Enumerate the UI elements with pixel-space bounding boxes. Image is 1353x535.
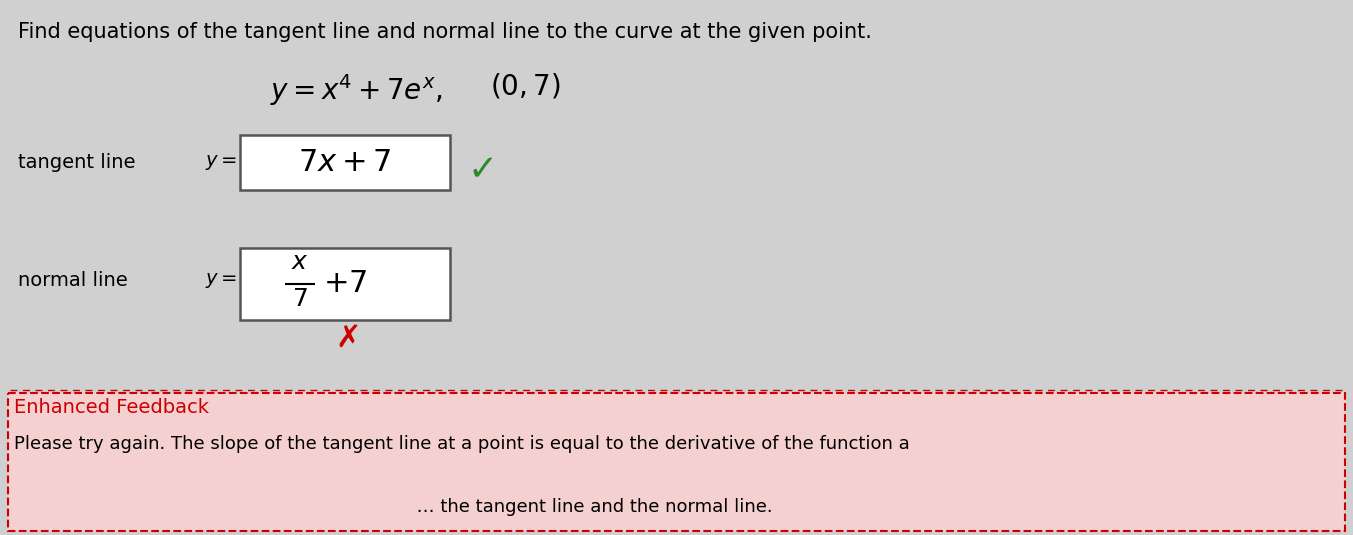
FancyBboxPatch shape <box>239 135 451 190</box>
Text: $(0, 7)$: $(0, 7)$ <box>490 72 560 101</box>
Text: $y = x^4 + 7e^x,$: $y = x^4 + 7e^x,$ <box>271 72 442 108</box>
Text: $+7$: $+7$ <box>323 269 367 300</box>
Text: ✗: ✗ <box>336 324 360 353</box>
FancyBboxPatch shape <box>8 393 1345 531</box>
Text: … the tangent line and the normal line.: … the tangent line and the normal line. <box>14 498 773 516</box>
Text: $7x+7$: $7x+7$ <box>298 147 392 178</box>
Text: normal line: normal line <box>18 271 127 289</box>
Text: $y =$: $y =$ <box>206 271 237 289</box>
Text: Please try again. The slope of the tangent line at a point is equal to the deriv: Please try again. The slope of the tange… <box>14 435 909 453</box>
FancyBboxPatch shape <box>239 248 451 320</box>
Text: $7$: $7$ <box>292 288 308 311</box>
Text: tangent line: tangent line <box>18 152 135 172</box>
Text: $x$: $x$ <box>291 251 308 274</box>
Text: Enhanced Feedback: Enhanced Feedback <box>14 398 208 417</box>
Text: ✓: ✓ <box>468 154 498 187</box>
Text: $y =$: $y =$ <box>206 152 237 172</box>
Text: Find equations of the tangent line and normal line to the curve at the given poi: Find equations of the tangent line and n… <box>18 22 871 42</box>
